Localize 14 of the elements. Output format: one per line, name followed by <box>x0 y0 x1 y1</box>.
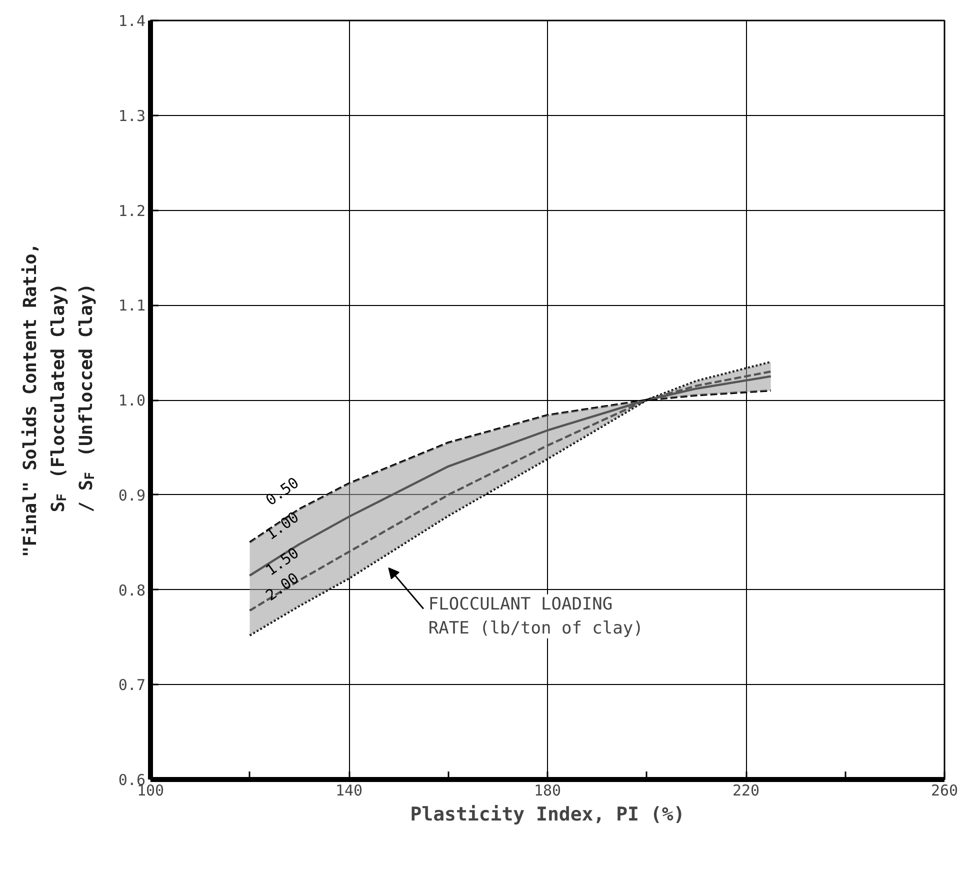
y-tick-label: 1.3 <box>118 106 146 125</box>
y-tick-label: 1.0 <box>118 392 146 410</box>
x-tick-label: 180 <box>534 782 562 800</box>
x-tick-label: 140 <box>335 782 363 800</box>
annotation: FLOCCULANT LOADING RATE (lb/ton of clay) <box>428 594 644 638</box>
x-tick-label: 260 <box>930 782 958 800</box>
y-tick-label: 0.9 <box>118 486 146 504</box>
y-tick-label: 0.8 <box>118 581 146 600</box>
y-tick-label: 1.2 <box>118 202 146 220</box>
x-tick-label: 220 <box>732 782 760 800</box>
y-tick-label: 0.7 <box>118 676 146 694</box>
y-tick-label: 1.4 <box>118 12 146 30</box>
x-axis-title: Plasticity Index, PI (%) <box>410 804 685 826</box>
y-tick-label: 1.1 <box>118 296 146 315</box>
